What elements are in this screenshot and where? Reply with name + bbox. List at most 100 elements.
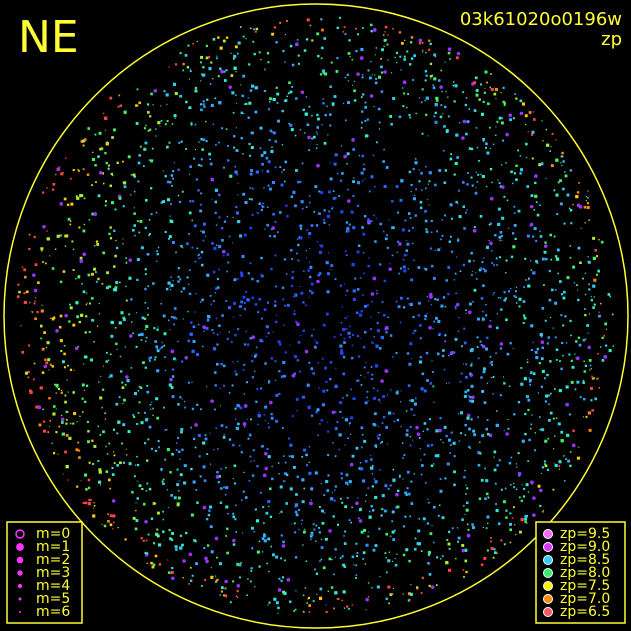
star bbox=[521, 484, 523, 486]
star bbox=[328, 557, 332, 561]
star bbox=[364, 500, 367, 502]
star bbox=[491, 250, 493, 252]
star bbox=[380, 90, 384, 93]
star bbox=[498, 235, 502, 239]
star bbox=[455, 292, 457, 295]
star bbox=[135, 104, 138, 107]
star bbox=[441, 90, 443, 93]
star bbox=[194, 148, 197, 150]
star bbox=[242, 153, 244, 155]
star bbox=[514, 290, 517, 293]
star-field bbox=[16, 16, 614, 614]
star bbox=[133, 391, 138, 396]
star bbox=[558, 465, 561, 468]
star bbox=[590, 296, 592, 298]
star bbox=[239, 444, 241, 447]
star bbox=[122, 160, 124, 163]
star bbox=[405, 433, 409, 437]
star bbox=[510, 484, 512, 486]
star bbox=[381, 422, 384, 425]
star bbox=[478, 98, 481, 101]
star bbox=[102, 430, 105, 434]
star bbox=[256, 280, 260, 283]
star bbox=[274, 304, 277, 307]
star bbox=[203, 479, 207, 483]
star bbox=[387, 559, 391, 563]
star bbox=[188, 211, 192, 215]
star bbox=[453, 351, 456, 354]
star bbox=[333, 607, 335, 610]
star bbox=[383, 39, 387, 42]
star bbox=[233, 301, 236, 305]
star bbox=[347, 199, 351, 203]
star bbox=[190, 426, 193, 429]
star bbox=[461, 518, 464, 521]
star bbox=[413, 259, 415, 261]
star bbox=[483, 556, 487, 560]
star bbox=[243, 103, 246, 106]
star bbox=[400, 401, 402, 403]
star bbox=[232, 515, 236, 519]
star bbox=[577, 289, 579, 291]
star bbox=[137, 180, 140, 183]
star bbox=[245, 496, 248, 499]
star bbox=[471, 526, 475, 530]
star bbox=[539, 428, 542, 431]
star bbox=[588, 283, 590, 286]
star bbox=[162, 510, 165, 513]
star bbox=[392, 468, 395, 471]
star bbox=[427, 551, 432, 555]
star bbox=[125, 257, 127, 259]
star bbox=[346, 394, 349, 397]
star bbox=[100, 375, 102, 377]
star bbox=[203, 547, 206, 549]
star bbox=[253, 355, 257, 358]
star bbox=[261, 537, 265, 541]
star bbox=[347, 315, 349, 317]
star bbox=[351, 555, 355, 559]
star bbox=[282, 576, 285, 579]
star bbox=[338, 598, 340, 600]
star bbox=[232, 111, 235, 114]
star bbox=[133, 416, 136, 419]
star bbox=[512, 348, 514, 350]
star bbox=[374, 544, 378, 547]
star bbox=[274, 379, 276, 382]
star bbox=[316, 113, 319, 117]
star bbox=[242, 192, 246, 196]
star bbox=[485, 142, 488, 146]
star bbox=[334, 278, 337, 280]
star bbox=[495, 326, 499, 330]
star bbox=[169, 377, 173, 382]
star bbox=[543, 377, 546, 380]
star bbox=[541, 510, 544, 513]
star bbox=[42, 225, 46, 229]
star bbox=[367, 596, 370, 598]
star bbox=[206, 98, 209, 101]
star bbox=[299, 370, 301, 373]
star bbox=[541, 257, 545, 261]
star bbox=[505, 432, 509, 436]
star bbox=[149, 128, 152, 131]
star bbox=[24, 371, 28, 375]
star bbox=[261, 444, 264, 448]
star bbox=[254, 508, 257, 511]
star bbox=[28, 233, 31, 236]
star bbox=[347, 101, 350, 105]
star bbox=[333, 95, 337, 98]
star bbox=[418, 41, 422, 45]
star bbox=[555, 257, 560, 261]
star bbox=[567, 459, 571, 463]
star bbox=[329, 162, 331, 164]
star bbox=[530, 423, 533, 426]
star bbox=[577, 246, 581, 250]
star bbox=[234, 407, 237, 410]
star bbox=[55, 431, 58, 434]
star bbox=[539, 204, 541, 206]
star bbox=[569, 169, 572, 172]
star bbox=[350, 388, 353, 391]
star bbox=[310, 334, 313, 337]
star bbox=[401, 442, 404, 444]
star bbox=[144, 273, 147, 276]
star bbox=[379, 347, 382, 350]
